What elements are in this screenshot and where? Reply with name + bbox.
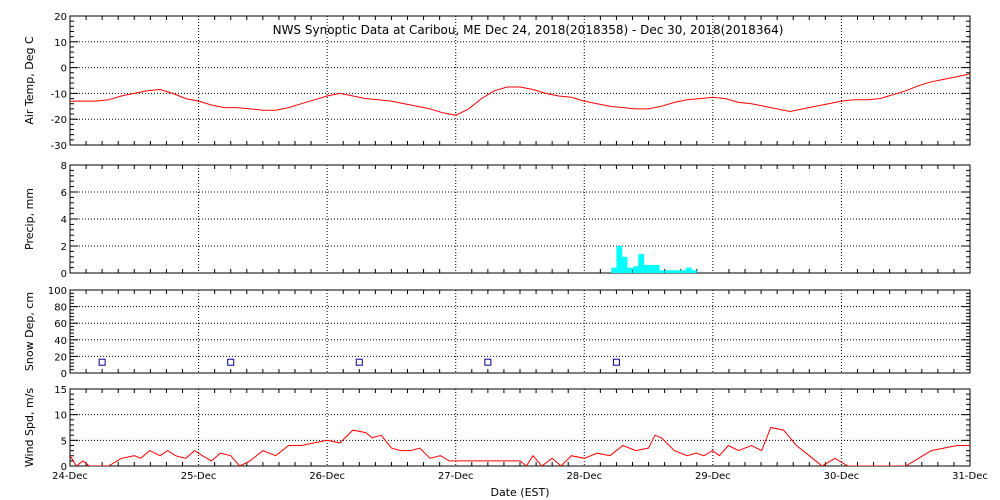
- precip-bar: [633, 266, 640, 273]
- chart-title: NWS Synoptic Data at Caribou, ME Dec 24,…: [273, 23, 784, 37]
- panel-0: -30 -20 -10 0 10 20 Air Temp, Deg C: [23, 12, 971, 152]
- x-tick-label: 30-Dec: [824, 471, 860, 482]
- y-tick-label: 8: [61, 161, 67, 172]
- x-tick-label: 27-Dec: [438, 471, 474, 482]
- precip-bar: [675, 270, 682, 273]
- y-axis-label: Precip, mm: [23, 188, 36, 250]
- x-axis-label: Date (EST): [490, 486, 549, 499]
- air-temp-series-line: [70, 73, 970, 116]
- y-tick-label: 2: [61, 242, 67, 253]
- panel-frame: [69, 388, 971, 467]
- x-tick-label: 31-Dec: [952, 471, 988, 482]
- y-tick-label: -20: [51, 115, 67, 126]
- y-tick-label: 0: [61, 369, 67, 380]
- panel-1: 0 2 4 6 8 Precip, mm: [23, 161, 971, 280]
- x-tick-label: 25-Dec: [181, 471, 217, 482]
- y-axis-label: Air Temp, Deg C: [23, 36, 36, 125]
- precip-bar: [643, 264, 650, 273]
- snow-depth-point: [355, 358, 363, 366]
- y-tick-label: 10: [54, 38, 67, 49]
- precip-bar: [638, 254, 645, 273]
- panel-data: [611, 246, 697, 273]
- x-tick-label: 29-Dec: [695, 471, 731, 482]
- snow-depth-point: [98, 358, 106, 366]
- y-tick-label: 60: [54, 319, 67, 330]
- snow-depth-point: [484, 358, 492, 366]
- y-tick-label: 20: [54, 12, 67, 23]
- y-tick-label: 0: [61, 64, 67, 75]
- y-tick-label: 5: [61, 436, 67, 447]
- precip-bar: [691, 270, 697, 273]
- precip-bar: [616, 246, 623, 273]
- x-tick-label: 28-Dec: [566, 471, 602, 482]
- precip-bar: [648, 264, 655, 273]
- y-tick-label: -30: [51, 141, 67, 152]
- y-axis-label: Wind Spd, m/s: [23, 388, 36, 468]
- y-tick-label: 80: [54, 303, 67, 314]
- chart-panels: -30 -20 -10 0 10 20 Air Temp, Deg C 0 2 4 6 8 Precip…: [23, 12, 988, 482]
- snow-depth-point: [227, 358, 235, 366]
- y-tick-label: 6: [61, 188, 67, 199]
- y-tick-label: 0: [61, 269, 67, 280]
- panel-frame: [69, 289, 971, 374]
- panel-data: [98, 358, 620, 366]
- precip-bar: [653, 264, 660, 273]
- wind-speed-series-line: [70, 426, 970, 466]
- precip-bar: [685, 267, 692, 273]
- snow-depth-point: [612, 358, 620, 366]
- precip-bar: [658, 270, 665, 273]
- y-tick-label: 20: [54, 352, 67, 363]
- y-tick-label: -10: [51, 89, 67, 100]
- y-tick-label: 15: [54, 385, 67, 396]
- precip-bar: [626, 267, 633, 273]
- panel-3: 0 5 10 15 Wind Spd, m/s: [23, 385, 971, 473]
- precip-bar: [680, 270, 687, 273]
- panel-data: [70, 426, 970, 466]
- y-tick-label: 100: [48, 286, 67, 297]
- panel-data: [70, 73, 970, 116]
- x-tick-label: 24-Dec: [52, 471, 88, 482]
- y-tick-label: 4: [61, 215, 67, 226]
- panel-frame: [69, 164, 971, 274]
- panel-frame: [69, 15, 971, 146]
- x-tick-label: 26-Dec: [309, 471, 345, 482]
- precip-bar: [665, 270, 672, 273]
- precip-bar: [621, 256, 628, 273]
- y-axis-label: Snow Dep, cm: [23, 292, 36, 371]
- y-tick-label: 0: [61, 462, 67, 473]
- precip-bar: [670, 270, 677, 273]
- y-tick-label: 10: [54, 411, 67, 422]
- y-tick-label: 40: [54, 336, 67, 347]
- precip-bar: [611, 267, 618, 273]
- panel-2: 0 20 40 60 80 100 Snow Dep, cm: [23, 286, 971, 380]
